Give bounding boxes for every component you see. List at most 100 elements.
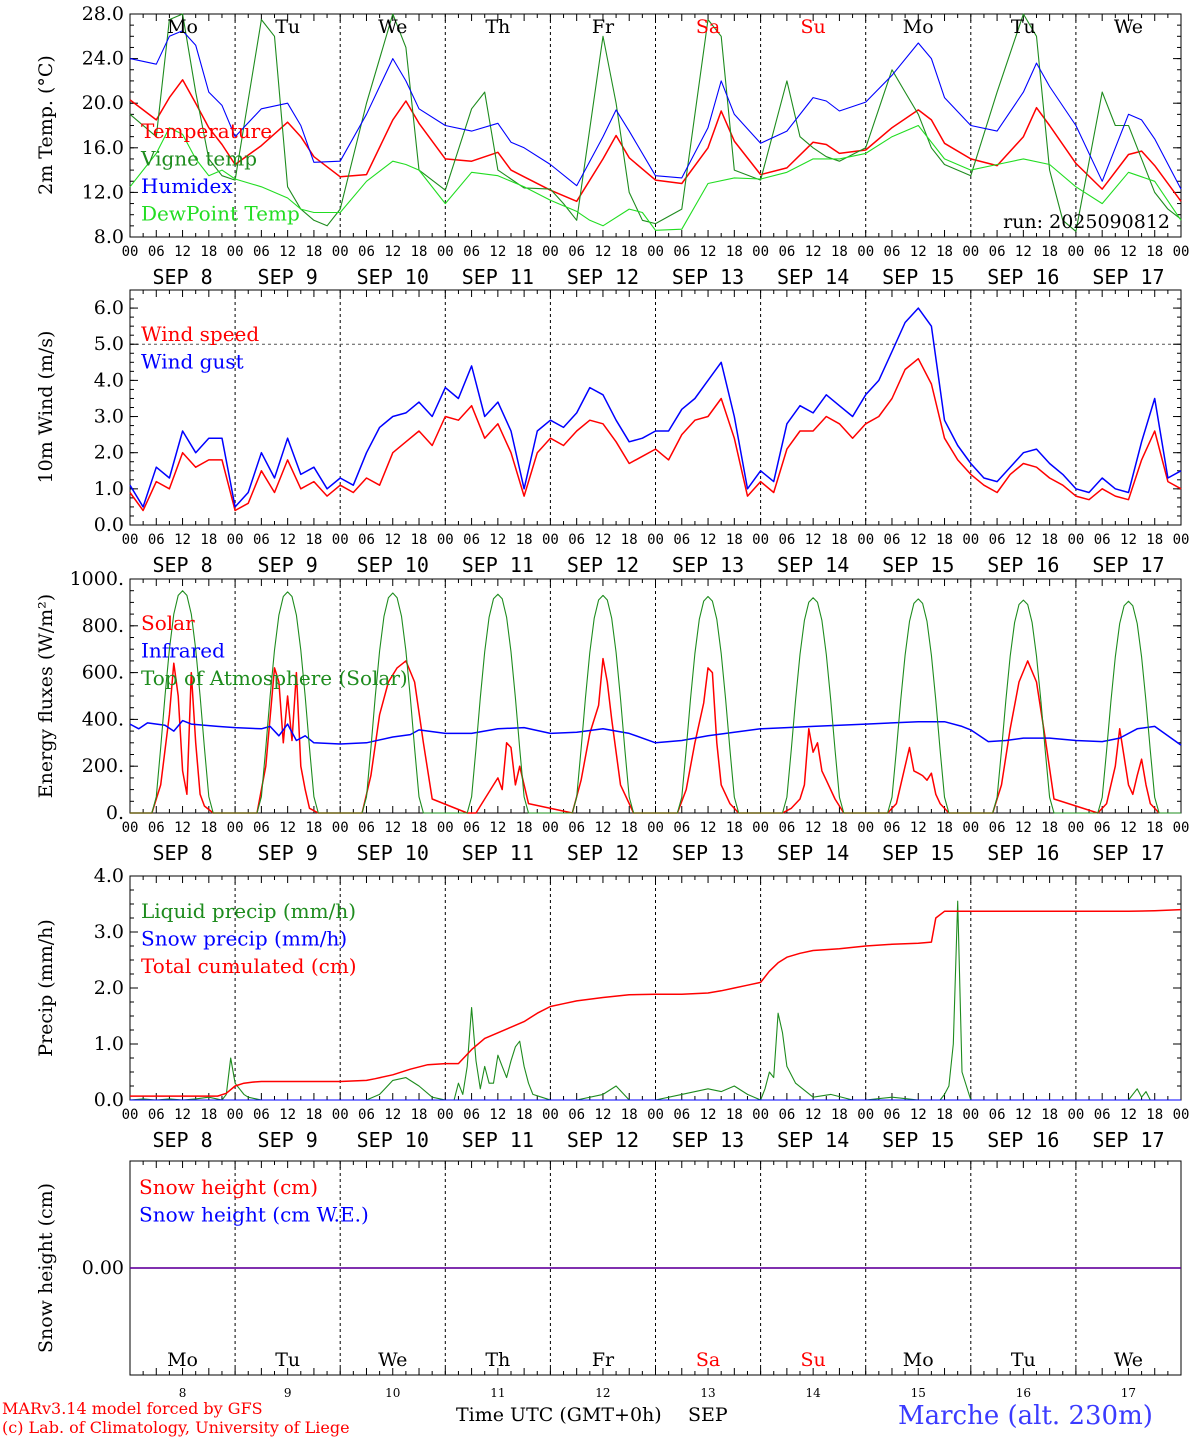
hour-tick-label: 18: [621, 820, 638, 836]
hour-tick-label: 12: [384, 820, 401, 836]
day-name: Sa: [696, 1349, 720, 1371]
series-line-top-of-atmosphere-solar: [130, 590, 1181, 814]
hour-tick-label: 00: [647, 532, 664, 548]
hour-tick-label: 18: [200, 1107, 217, 1123]
hour-tick-label: 12: [1120, 244, 1137, 260]
y-tick-label: 0.0: [94, 514, 124, 536]
y-axis-label: 2m Temp. (°C): [35, 55, 57, 195]
y-tick-label: 12.0: [82, 181, 124, 203]
hour-tick-label: 00: [542, 1107, 559, 1123]
hour-tick-label: 00: [752, 244, 769, 260]
hour-tick-label: 12: [1015, 820, 1032, 836]
hour-tick-label: 12: [384, 244, 401, 260]
hour-tick-label: 06: [778, 820, 795, 836]
y-tick-label: 1.0: [94, 478, 124, 500]
hour-tick-label: 18: [516, 820, 533, 836]
hour-tick-label: 18: [411, 820, 428, 836]
date-label: SEP 13: [672, 265, 744, 289]
y-tick-label: 0.0: [94, 1089, 124, 1111]
hour-tick-label: 18: [831, 244, 848, 260]
y-tick-label: 3.0: [94, 406, 124, 428]
date-label: SEP 10: [357, 1128, 429, 1152]
hour-tick-label: 12: [805, 1107, 822, 1123]
hour-tick-label: 00: [332, 244, 349, 260]
hour-tick-label: 06: [989, 532, 1006, 548]
y-tick-label: 3.0: [94, 921, 124, 943]
y-axis-label: Precip (mm/h): [35, 919, 57, 1057]
hour-tick-label: 00: [857, 1107, 874, 1123]
day-number: 14: [806, 1386, 822, 1400]
hour-tick-label: 18: [936, 532, 953, 548]
hour-tick-label: 06: [148, 820, 165, 836]
hour-tick-label: 06: [673, 244, 690, 260]
date-label: SEP 17: [1092, 553, 1164, 577]
hour-tick-label: 12: [489, 820, 506, 836]
hour-tick-label: 12: [805, 820, 822, 836]
date-label: SEP 16: [987, 553, 1059, 577]
day-number: 8: [179, 1386, 187, 1400]
hour-tick-label: 06: [463, 820, 480, 836]
hour-tick-label: 18: [305, 1107, 322, 1123]
day-name: Th: [485, 16, 510, 38]
hour-tick-label: 12: [1120, 1107, 1137, 1123]
hour-tick-label: 00: [1173, 1107, 1190, 1123]
hour-tick-label: 12: [279, 820, 296, 836]
legend-entry: Temperature: [141, 119, 272, 143]
hour-tick-label: 06: [568, 1107, 585, 1123]
series-line-dewpoint-temp: [129, 124, 1182, 231]
y-tick-label: 16.0: [82, 137, 124, 159]
day-number: 9: [284, 1386, 292, 1400]
date-label: SEP 14: [777, 1128, 849, 1152]
hour-tick-label: 06: [884, 532, 901, 548]
hour-tick-label: 18: [305, 820, 322, 836]
hour-tick-label: 06: [568, 244, 585, 260]
hour-tick-label: 00: [1067, 532, 1084, 548]
hour-tick-label: 06: [463, 244, 480, 260]
day-number: 15: [911, 1386, 926, 1400]
hour-tick-label: 18: [1041, 532, 1058, 548]
hour-tick-label: 18: [1041, 244, 1058, 260]
hour-tick-label: 18: [621, 1107, 638, 1123]
hour-tick-label: 12: [1120, 532, 1137, 548]
legend-entry: Total cumulated (cm): [141, 954, 357, 978]
legend-entry: DewPoint Temp: [141, 202, 300, 226]
hour-tick-label: 06: [358, 1107, 375, 1123]
hour-tick-label: 00: [227, 1107, 244, 1123]
hour-tick-label: 18: [411, 532, 428, 548]
legend-entry: Snow height (cm W.E.): [139, 1203, 369, 1227]
date-label: SEP 12: [567, 553, 639, 577]
hour-tick-label: 00: [437, 1107, 454, 1123]
hour-tick-label: 06: [148, 244, 165, 260]
date-label: SEP 12: [567, 841, 639, 865]
panel-5: 0.00 Snow height (cm) Snow height (cm) Snow…: [35, 1160, 1182, 1400]
hour-tick-label: 12: [384, 532, 401, 548]
y-tick-label: 2.0: [94, 442, 124, 464]
hour-tick-label: 06: [1094, 532, 1111, 548]
day-name: We: [378, 16, 407, 38]
y-tick-label: 20.0: [82, 92, 124, 114]
date-label: SEP 9: [258, 841, 318, 865]
date-label: SEP 9: [258, 1128, 318, 1152]
hour-tick-label: 12: [384, 1107, 401, 1123]
day-name: Tu: [275, 1349, 300, 1371]
series-line-wind-gust: [129, 307, 1182, 508]
day-name: Tu: [1011, 16, 1036, 38]
panel-3: 0. 200. 400. 600. 800. 1000. Energy fluxes (W/…: [35, 568, 1189, 865]
hour-tick-label: 12: [700, 244, 717, 260]
legend-entry: Top of Atmosphere (Solar): [141, 666, 408, 690]
legend-entry: Wind gust: [141, 350, 244, 374]
hour-tick-label: 18: [200, 820, 217, 836]
date-label: SEP 17: [1092, 265, 1164, 289]
hour-tick-label: 06: [884, 244, 901, 260]
day-name: Fr: [592, 1349, 615, 1371]
hour-tick-label: 06: [148, 532, 165, 548]
date-label: SEP 15: [882, 1128, 954, 1152]
hour-tick-label: 06: [358, 244, 375, 260]
hour-tick-label: 00: [227, 244, 244, 260]
y-tick-label: 0.: [106, 802, 124, 824]
day-name: Mo: [903, 1349, 934, 1371]
legend-entry: Infrared: [141, 639, 225, 663]
station-label: Marche (alt. 230m): [898, 1401, 1153, 1431]
date-label: SEP 11: [462, 1128, 534, 1152]
hour-tick-label: 06: [253, 532, 270, 548]
